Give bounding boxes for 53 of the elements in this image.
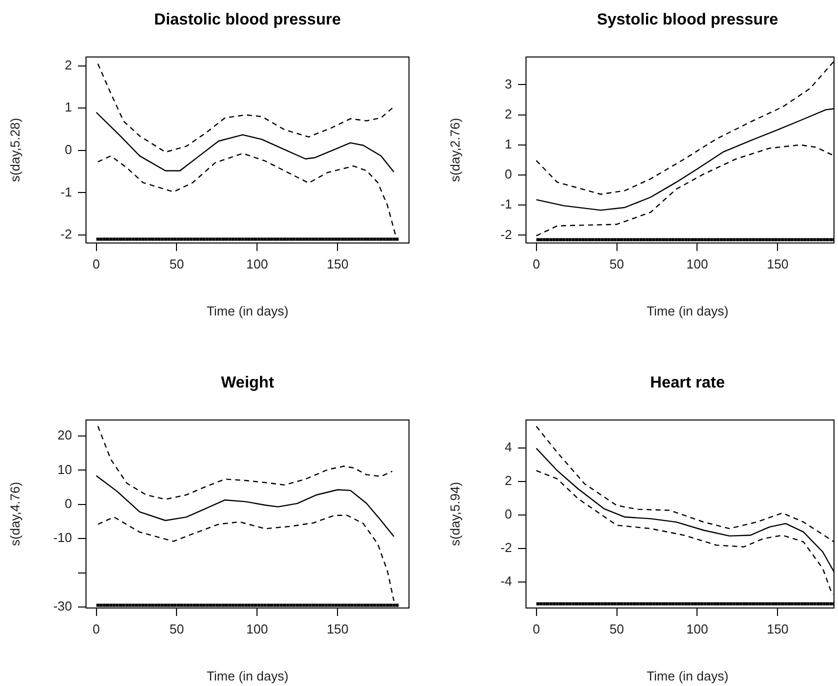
x-tick-label: 0 [532,621,540,636]
line-series [97,152,396,236]
y-axis-title: s(day,5.28) [8,118,23,182]
y-tick-label: 3 [504,76,512,92]
x-tick-label: 150 [766,256,789,272]
y-tick-label: 0 [64,142,72,157]
x-tick-label: 0 [92,256,100,272]
y-axis-title: s(day,4.76) [8,482,23,546]
y-tick-label: -2 [500,226,512,242]
y-tick-label: -10 [53,530,72,546]
x-tick-label: 150 [766,621,789,636]
y-axis-title: s(day,2.76) [448,118,463,182]
x-axis-title: Time (in days) [206,304,288,319]
y-tick-label: 10 [58,462,72,477]
chart-title: Heart rate [650,374,725,392]
chart-title: Systolic blood pressure [596,11,778,28]
x-tick-label: 100 [246,621,268,636]
x-tick-label: 50 [610,256,624,272]
y-tick-label: 0 [64,496,72,512]
x-tick-label: 100 [246,256,268,272]
y-tick-label: 1 [64,100,72,115]
chart-title: Weight [220,374,275,392]
x-axis-title: Time (in days) [206,668,288,684]
chart-title: Diastolic blood pressure [154,11,341,28]
y-tick-label: 2 [504,106,512,122]
y-tick-label: 4 [504,440,512,455]
x-tick-label: 50 [610,621,624,636]
y-tick-label: 2 [504,473,512,488]
x-axis-title: Time (in days) [646,668,728,684]
y-tick-label: -1 [60,184,72,200]
x-tick-label: 150 [326,256,348,272]
y-tick-label: 2 [64,57,72,72]
y-tick-label: 20 [58,428,72,443]
y-tick-label: -4 [500,574,512,589]
y-tick-label: 0 [504,166,512,182]
line-series [97,514,394,602]
x-tick-label: 0 [532,256,540,272]
x-tick-label: 0 [92,621,100,636]
line-series [97,63,393,153]
y-tick-label: -30 [53,598,72,614]
y-tick-label: -1 [500,196,512,212]
x-tick-label: 100 [686,621,708,636]
y-tick-label: 0 [504,506,512,522]
y-tick-label: 1 [504,136,512,152]
y-axis-title: s(day,5.94) [448,482,463,546]
x-tick-label: 50 [169,621,184,636]
x-tick-label: 150 [326,621,348,636]
x-axis-title: Time (in days) [646,304,728,319]
x-tick-label: 50 [169,256,184,272]
y-tick-label: -2 [500,540,512,556]
y-tick-label: -2 [60,226,72,242]
line-series [97,426,393,500]
x-tick-label: 100 [686,256,708,272]
